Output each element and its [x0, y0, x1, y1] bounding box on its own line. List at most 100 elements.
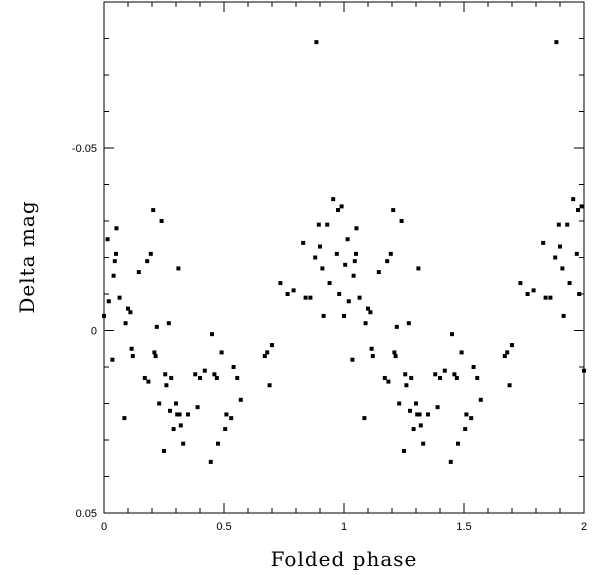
data-point	[186, 412, 190, 417]
data-point	[313, 255, 318, 260]
data-point	[337, 292, 342, 296]
data-point	[164, 383, 169, 388]
data-point	[301, 240, 306, 245]
axis-ticks	[103, 1, 585, 514]
data-point	[114, 251, 118, 256]
data-point	[223, 427, 228, 432]
data-point	[574, 251, 579, 256]
data-point	[464, 412, 469, 417]
data-point	[363, 321, 368, 326]
data-point	[507, 383, 512, 388]
plot-frame	[103, 1, 585, 514]
data-point	[146, 379, 151, 384]
data-point	[565, 222, 570, 227]
data-point	[345, 237, 350, 242]
data-point	[450, 332, 454, 337]
data-point	[163, 372, 168, 377]
data-point	[291, 288, 296, 293]
data-point	[193, 372, 198, 377]
data-point	[556, 222, 561, 227]
data-point	[270, 343, 274, 348]
data-point	[128, 310, 133, 315]
data-point	[548, 295, 553, 300]
data-point	[469, 416, 474, 421]
data-point	[102, 313, 106, 318]
x-tick-label: 0.5	[216, 521, 231, 533]
data-point	[112, 259, 117, 264]
data-point	[370, 354, 375, 359]
x-tick-label: 2	[581, 521, 587, 533]
data-point	[210, 332, 214, 337]
data-point	[267, 383, 272, 388]
data-point	[126, 306, 130, 311]
data-point	[471, 365, 476, 369]
data-point	[238, 397, 243, 402]
data-point	[174, 401, 178, 406]
data-point	[195, 405, 200, 410]
data-point	[224, 412, 229, 417]
data-point	[105, 237, 110, 242]
data-point	[391, 208, 396, 213]
data-point	[388, 251, 393, 256]
data-point	[325, 222, 330, 227]
y-tick-label: 0.05	[76, 508, 97, 520]
data-point	[343, 262, 348, 267]
data-point	[154, 324, 159, 329]
data-point	[265, 350, 270, 355]
x-axis-title: Folded phase	[271, 547, 418, 571]
data-point	[110, 357, 115, 362]
data-point	[153, 354, 158, 359]
data-point	[554, 40, 559, 45]
data-point	[392, 350, 397, 355]
data-point	[448, 459, 453, 464]
data-point	[541, 240, 546, 245]
data-point	[558, 244, 562, 249]
data-point	[394, 324, 399, 329]
data-point	[123, 321, 128, 326]
x-tick-label: 1	[341, 521, 347, 533]
data-point	[414, 401, 418, 406]
data-point	[111, 273, 116, 278]
y-axis-title: Delta mag	[15, 200, 39, 313]
data-point	[229, 416, 234, 421]
data-point	[411, 427, 416, 432]
data-point	[285, 292, 290, 296]
data-point	[314, 40, 319, 45]
data-point	[385, 259, 390, 264]
data-point	[350, 357, 355, 362]
data-point	[386, 379, 391, 384]
data-point	[262, 354, 267, 359]
data-point	[162, 448, 166, 453]
data-point	[159, 219, 164, 223]
data-point	[543, 295, 548, 300]
data-point	[354, 251, 358, 256]
y-tick-label: -0.05	[72, 143, 97, 155]
data-point	[327, 281, 332, 286]
data-point	[152, 350, 157, 355]
data-point	[576, 208, 580, 213]
data-point	[354, 226, 359, 231]
data-point	[577, 292, 582, 296]
data-point	[151, 208, 156, 213]
data-point	[216, 441, 220, 446]
data-point	[346, 299, 351, 304]
data-point	[502, 354, 507, 359]
data-point	[454, 375, 459, 380]
data-point	[208, 459, 213, 464]
data-point	[122, 416, 127, 421]
data-point	[117, 295, 122, 300]
data-point	[408, 408, 412, 413]
data-point	[463, 427, 468, 432]
data-point	[416, 266, 421, 271]
x-tick-label: 1.5	[456, 521, 471, 533]
data-point	[417, 412, 422, 417]
data-point	[362, 416, 367, 421]
data-point	[316, 222, 321, 227]
data-point	[438, 375, 442, 380]
data-point	[352, 259, 357, 264]
data-point	[212, 372, 217, 377]
data-point	[475, 375, 480, 380]
data-point	[553, 255, 558, 260]
data-point	[382, 375, 387, 380]
data-point	[561, 313, 566, 318]
